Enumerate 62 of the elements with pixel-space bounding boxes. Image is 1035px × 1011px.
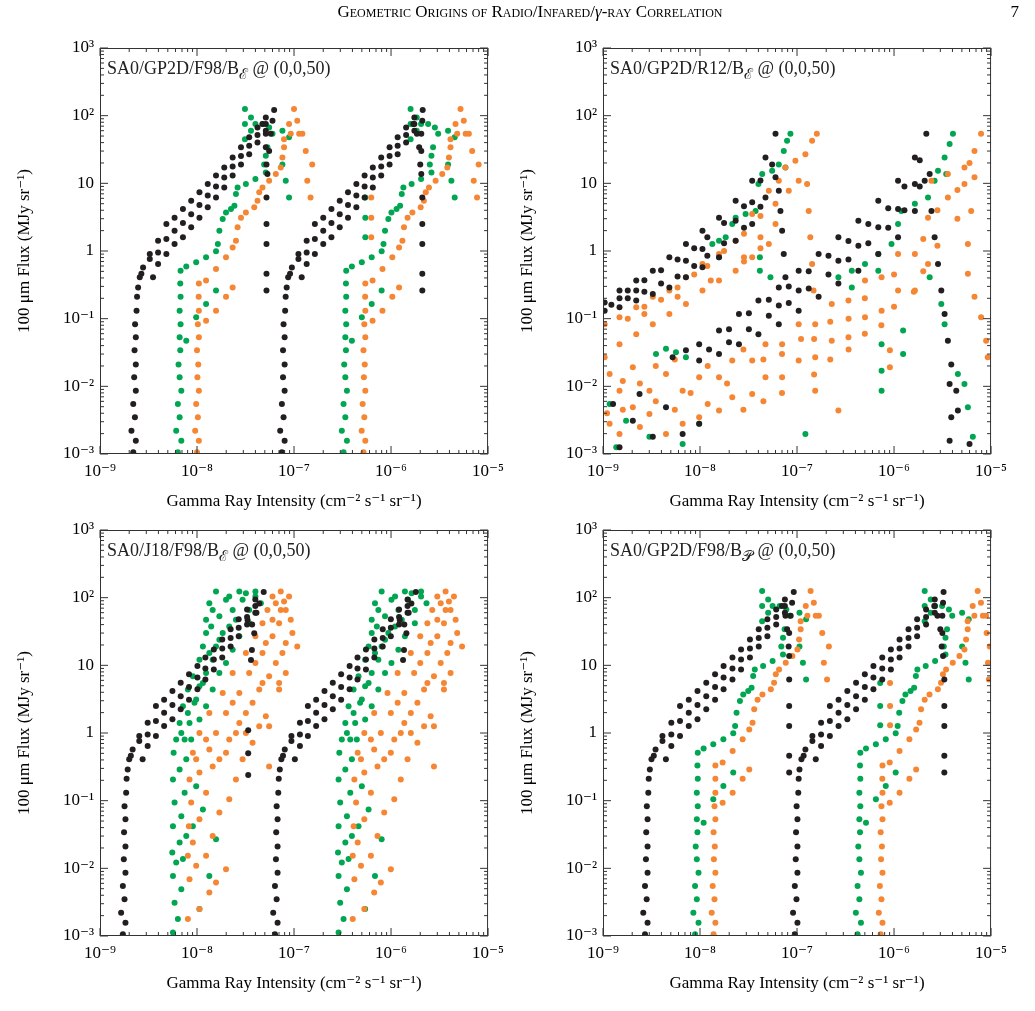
y-axis-title: 100 μm Flux (MJy sr⁻¹)	[13, 169, 33, 333]
y-tick-label: 10³	[71, 37, 94, 57]
x-tick-label: 10⁻⁷	[781, 460, 814, 480]
y-tick-label: 10	[580, 172, 597, 192]
y-tick-label: 10⁻²	[565, 375, 597, 395]
y-tick-label: 10⁻¹	[62, 790, 94, 810]
y-tick-label: 10⁻³	[62, 443, 94, 463]
x-tick-label: 10⁻⁷	[278, 942, 311, 962]
y-tick-label: 10	[77, 654, 94, 674]
x-tick-label: 10⁻⁹	[84, 460, 117, 480]
x-axis-title: Gamma Ray Intensity (cm⁻² s⁻¹ sr⁻¹)	[166, 973, 422, 993]
y-tick-label: 1	[85, 722, 94, 742]
y-tick-label: 10⁻²	[62, 857, 94, 877]
y-tick-label: 10	[580, 654, 597, 674]
y-tick-label: 1	[588, 240, 597, 260]
y-axis-title: 100 μm Flux (MJy sr⁻¹)	[516, 651, 536, 815]
y-tick-label: 10⁻³	[565, 443, 597, 463]
x-axis-title: Gamma Ray Intensity (cm⁻² s⁻¹ sr⁻¹)	[166, 491, 422, 511]
y-tick-label: 10³	[574, 37, 597, 57]
x-tick-label: 10⁻⁸	[181, 942, 214, 962]
x-tick-label: 10⁻⁵	[472, 460, 505, 480]
y-tick-label: 10⁻¹	[62, 308, 94, 328]
y-axis-title: 100 μm Flux (MJy sr⁻¹)	[516, 169, 536, 333]
x-tick-label: 10⁻⁶	[375, 460, 408, 480]
x-tick-label: 10⁻⁶	[375, 942, 408, 962]
x-tick-label: 10⁻⁸	[684, 460, 717, 480]
text: SA0/GP2D/F98/B$_{ℰ}$ @ (0,0,50)	[107, 58, 331, 84]
y-tick-label: 10²	[71, 105, 94, 125]
text: Geometric Origins of Radio/Infared/γ-ray Correlation	[337, 2, 723, 21]
y-tick-label: 10⁻²	[62, 375, 94, 395]
x-tick-label: 10⁻⁷	[278, 460, 311, 480]
text: 7	[1010, 2, 1019, 21]
y-tick-label: 10⁻³	[565, 925, 597, 945]
x-tick-label: 10⁻⁵	[472, 942, 505, 962]
y-tick-label: 10²	[71, 587, 94, 607]
x-tick-label: 10⁻⁶	[878, 460, 911, 480]
x-tick-label: 10⁻⁹	[587, 460, 620, 480]
y-tick-label: 10⁻³	[62, 925, 94, 945]
y-tick-label: 10³	[71, 519, 94, 539]
x-tick-label: 10⁻⁸	[181, 460, 214, 480]
x-tick-label: 10⁻⁵	[975, 460, 1008, 480]
y-tick-label: 10²	[574, 587, 597, 607]
x-tick-label: 10⁻⁹	[587, 942, 620, 962]
y-tick-label: 10²	[574, 105, 597, 125]
y-tick-label: 10³	[574, 519, 597, 539]
x-tick-label: 10⁻⁶	[878, 942, 911, 962]
y-axis-title: 100 μm Flux (MJy sr⁻¹)	[13, 651, 33, 815]
text: SA0/J18/F98/B$_{ℰ}$ @ (0,0,50)	[107, 540, 311, 566]
y-tick-label: 10⁻²	[565, 857, 597, 877]
text: SA0/GP2D/F98/B$_{𝒫}$ @ (0,0,50)	[610, 540, 836, 566]
x-tick-label: 10⁻⁵	[975, 942, 1008, 962]
y-tick-label: 10	[77, 172, 94, 192]
y-tick-label: 1	[85, 240, 94, 260]
text: SA0/GP2D/R12/B$_{ℰ}$ @ (0,0,50)	[610, 58, 836, 84]
x-axis-title: Gamma Ray Intensity (cm⁻² s⁻¹ sr⁻¹)	[669, 973, 925, 993]
x-axis-title: Gamma Ray Intensity (cm⁻² s⁻¹ sr⁻¹)	[669, 491, 925, 511]
x-tick-label: 10⁻⁹	[84, 942, 117, 962]
y-tick-label: 1	[588, 722, 597, 742]
x-tick-label: 10⁻⁷	[781, 942, 814, 962]
x-tick-label: 10⁻⁸	[684, 942, 717, 962]
y-tick-label: 10⁻¹	[565, 790, 597, 810]
y-tick-label: 10⁻¹	[565, 308, 597, 328]
